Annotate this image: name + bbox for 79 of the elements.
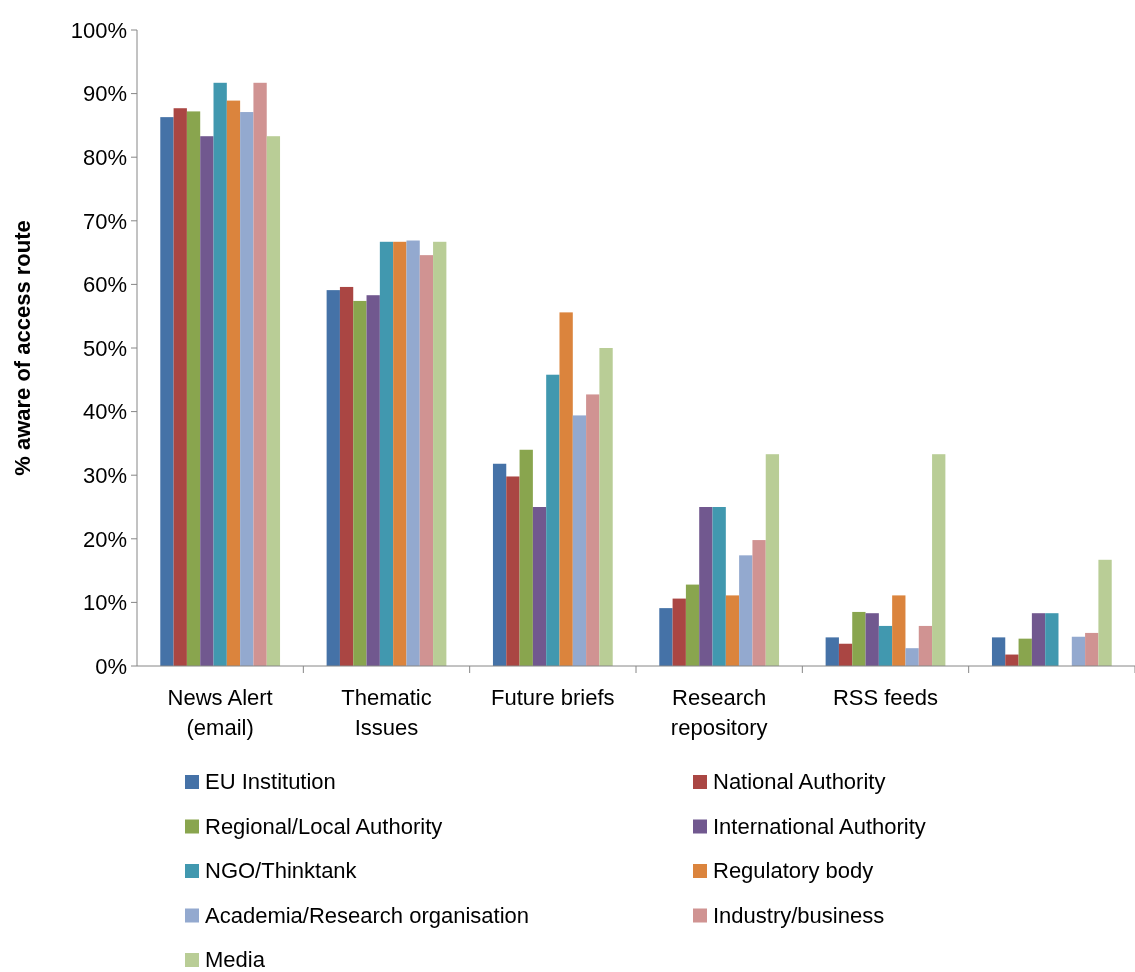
y-tick-label: 50%: [82, 335, 127, 361]
bar: [366, 295, 380, 666]
y-tick-label: 0%: [95, 653, 127, 679]
y-tick-label: 40%: [82, 399, 127, 425]
bar: [173, 108, 187, 666]
bar: [852, 611, 866, 666]
bar: [492, 463, 507, 666]
y-tick-label: 20%: [82, 526, 127, 552]
bar: [672, 598, 686, 666]
bar: [905, 648, 919, 666]
bar: [1031, 613, 1046, 666]
x-tick-label: Future briefs: [491, 685, 615, 710]
legend-label: National Authority: [713, 769, 886, 794]
legend-label: Regional/Local Authority: [205, 813, 443, 839]
legend-label: International Authority: [713, 813, 926, 839]
bar: [932, 454, 946, 666]
bar: [599, 348, 613, 666]
legend-label: EU Institution: [205, 769, 336, 794]
x-tick-label: News Alert (email): [167, 685, 273, 740]
bar: [1005, 654, 1019, 666]
x-tick-label: Thematic Issues: [341, 685, 432, 740]
bar: [419, 255, 434, 666]
bar: [1085, 632, 1099, 666]
bar: [739, 555, 753, 666]
bar: [1071, 636, 1086, 666]
bar: [546, 374, 560, 666]
bar: [572, 415, 587, 666]
y-axis-title: % aware of access route: [10, 220, 35, 476]
bar: [725, 595, 740, 666]
x-tick-label: RSS feeds: [832, 685, 939, 710]
bar: [532, 507, 547, 666]
bar: [659, 608, 673, 666]
bar: [186, 111, 201, 666]
bar: [918, 625, 933, 666]
bar: [353, 300, 367, 666]
bar: [825, 637, 839, 666]
bar: [559, 312, 573, 666]
y-tick-label: 60%: [82, 272, 127, 298]
bar: [226, 100, 241, 666]
bar: [991, 637, 1006, 666]
bar: [240, 112, 254, 666]
bar: [586, 394, 600, 666]
bar: [765, 454, 780, 666]
bar: [699, 507, 713, 666]
legend-label: NGO/Thinktank: [205, 858, 358, 883]
y-tick-label: 100%: [70, 17, 127, 43]
bar: [712, 507, 726, 666]
bar: [266, 136, 281, 666]
bar: [878, 625, 893, 666]
bar: [1098, 559, 1112, 666]
bar: [1045, 613, 1059, 666]
bar: [519, 449, 533, 666]
y-tick-label: 30%: [82, 462, 127, 488]
bar: [339, 286, 354, 666]
bar: [253, 82, 267, 666]
bar: [506, 476, 520, 666]
y-tick-label: 80%: [82, 144, 127, 170]
bar: [865, 613, 879, 666]
bar: [685, 584, 700, 666]
legend-label: Industry/business: [713, 902, 885, 928]
bar: [393, 241, 407, 666]
legend-label: Regulatory body: [713, 858, 874, 883]
bar: [1018, 638, 1032, 666]
bar: [892, 595, 906, 666]
x-tick-label: Research repository: [670, 685, 768, 740]
legend-label: Media: [205, 947, 266, 972]
bar: [200, 136, 214, 666]
bar: [213, 82, 227, 666]
bar: [838, 643, 853, 666]
bar: [406, 240, 420, 666]
y-tick-label: 10%: [82, 590, 127, 616]
y-tick-label: 90%: [82, 81, 127, 107]
legend-label: Academia/Research organisation: [205, 902, 530, 928]
bar: [326, 290, 340, 666]
bar: [752, 540, 766, 666]
bar: [433, 241, 447, 666]
y-tick-label: 70%: [82, 208, 127, 234]
bar: [379, 241, 394, 666]
bar: [160, 117, 174, 666]
